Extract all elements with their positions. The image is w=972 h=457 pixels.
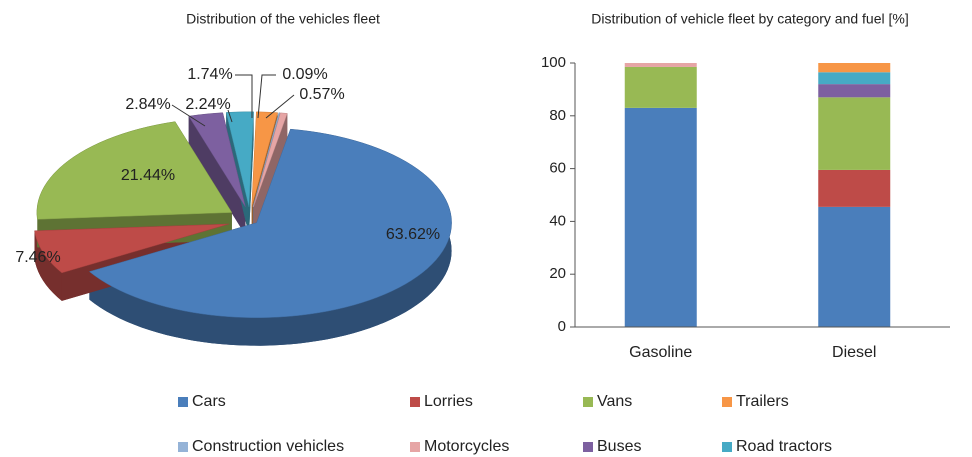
legend-label: Motorcycles [424, 438, 509, 455]
y-tick-label: 40 [549, 212, 566, 229]
y-tick-label: 20 [549, 265, 566, 282]
bar-segment [818, 169, 891, 207]
pie-title: Distribution of the vehicles fleet [186, 11, 380, 27]
y-tick-label: 80 [549, 107, 566, 124]
slice [36, 121, 233, 220]
legend-swatch [583, 442, 593, 452]
y-tick-label: 100 [541, 54, 566, 71]
value-label: 2.24% [185, 96, 230, 113]
slice-wall [253, 113, 288, 235]
legend-swatch [722, 442, 732, 452]
value-label: 7.46% [15, 249, 60, 266]
legend-label: Construction vehicles [192, 438, 344, 455]
bar-segment [818, 63, 891, 73]
legend-swatch [410, 397, 420, 407]
value-label: 21.44% [121, 167, 175, 184]
bar-segment [818, 72, 891, 85]
legend-label: Cars [192, 393, 226, 410]
bar-title: Distribution of vehicle fleet by categor… [591, 11, 909, 27]
leader-line [257, 74, 276, 119]
slice-side [34, 230, 62, 301]
leader-line [235, 74, 253, 118]
legend-swatch [178, 397, 188, 407]
slice [34, 223, 230, 274]
slice-wall [248, 111, 254, 235]
legend-label: Lorries [424, 393, 473, 410]
legend-label: Buses [597, 438, 641, 455]
x-tick-label: Gasoline [629, 344, 692, 361]
legend-swatch [410, 442, 420, 452]
slice [225, 111, 254, 207]
bar-segment [624, 66, 697, 108]
bar-segment [818, 84, 891, 98]
bar-segment [624, 63, 697, 67]
leader-line [265, 94, 295, 119]
value-label: 63.62% [386, 226, 440, 243]
legend-label: Road tractors [736, 438, 832, 455]
legend-label: Trailers [736, 393, 789, 410]
y-tick-label: 0 [558, 318, 566, 335]
slice-wall [188, 116, 246, 236]
value-label: 2.84% [125, 96, 170, 113]
bar-segment [818, 97, 891, 170]
x-tick-label: Diesel [832, 344, 876, 361]
value-label: 1.74% [187, 66, 232, 83]
slice [253, 112, 288, 208]
value-label: 0.57% [299, 86, 344, 103]
bar-segment [624, 107, 697, 327]
legend-swatch [722, 397, 732, 407]
legend-swatch [178, 442, 188, 452]
slice [88, 128, 452, 318]
value-label: 0.09% [282, 66, 327, 83]
leader-line [227, 109, 233, 123]
y-tick-label: 60 [549, 160, 566, 177]
slice [252, 112, 281, 207]
leader-line [171, 104, 206, 127]
legend-label: Vans [597, 393, 632, 410]
bar-segment [818, 206, 891, 327]
slice [251, 111, 278, 207]
legend-swatch [583, 397, 593, 407]
